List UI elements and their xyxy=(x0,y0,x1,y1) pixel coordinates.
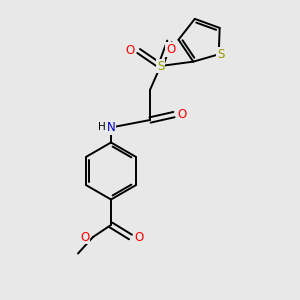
Text: H: H xyxy=(98,122,105,133)
Text: O: O xyxy=(178,108,187,121)
Text: O: O xyxy=(126,44,135,58)
Text: O: O xyxy=(134,230,143,244)
Text: N: N xyxy=(106,121,116,134)
Text: S: S xyxy=(157,59,164,73)
Text: S: S xyxy=(218,48,225,61)
Text: O: O xyxy=(80,230,89,244)
Text: O: O xyxy=(167,43,176,56)
